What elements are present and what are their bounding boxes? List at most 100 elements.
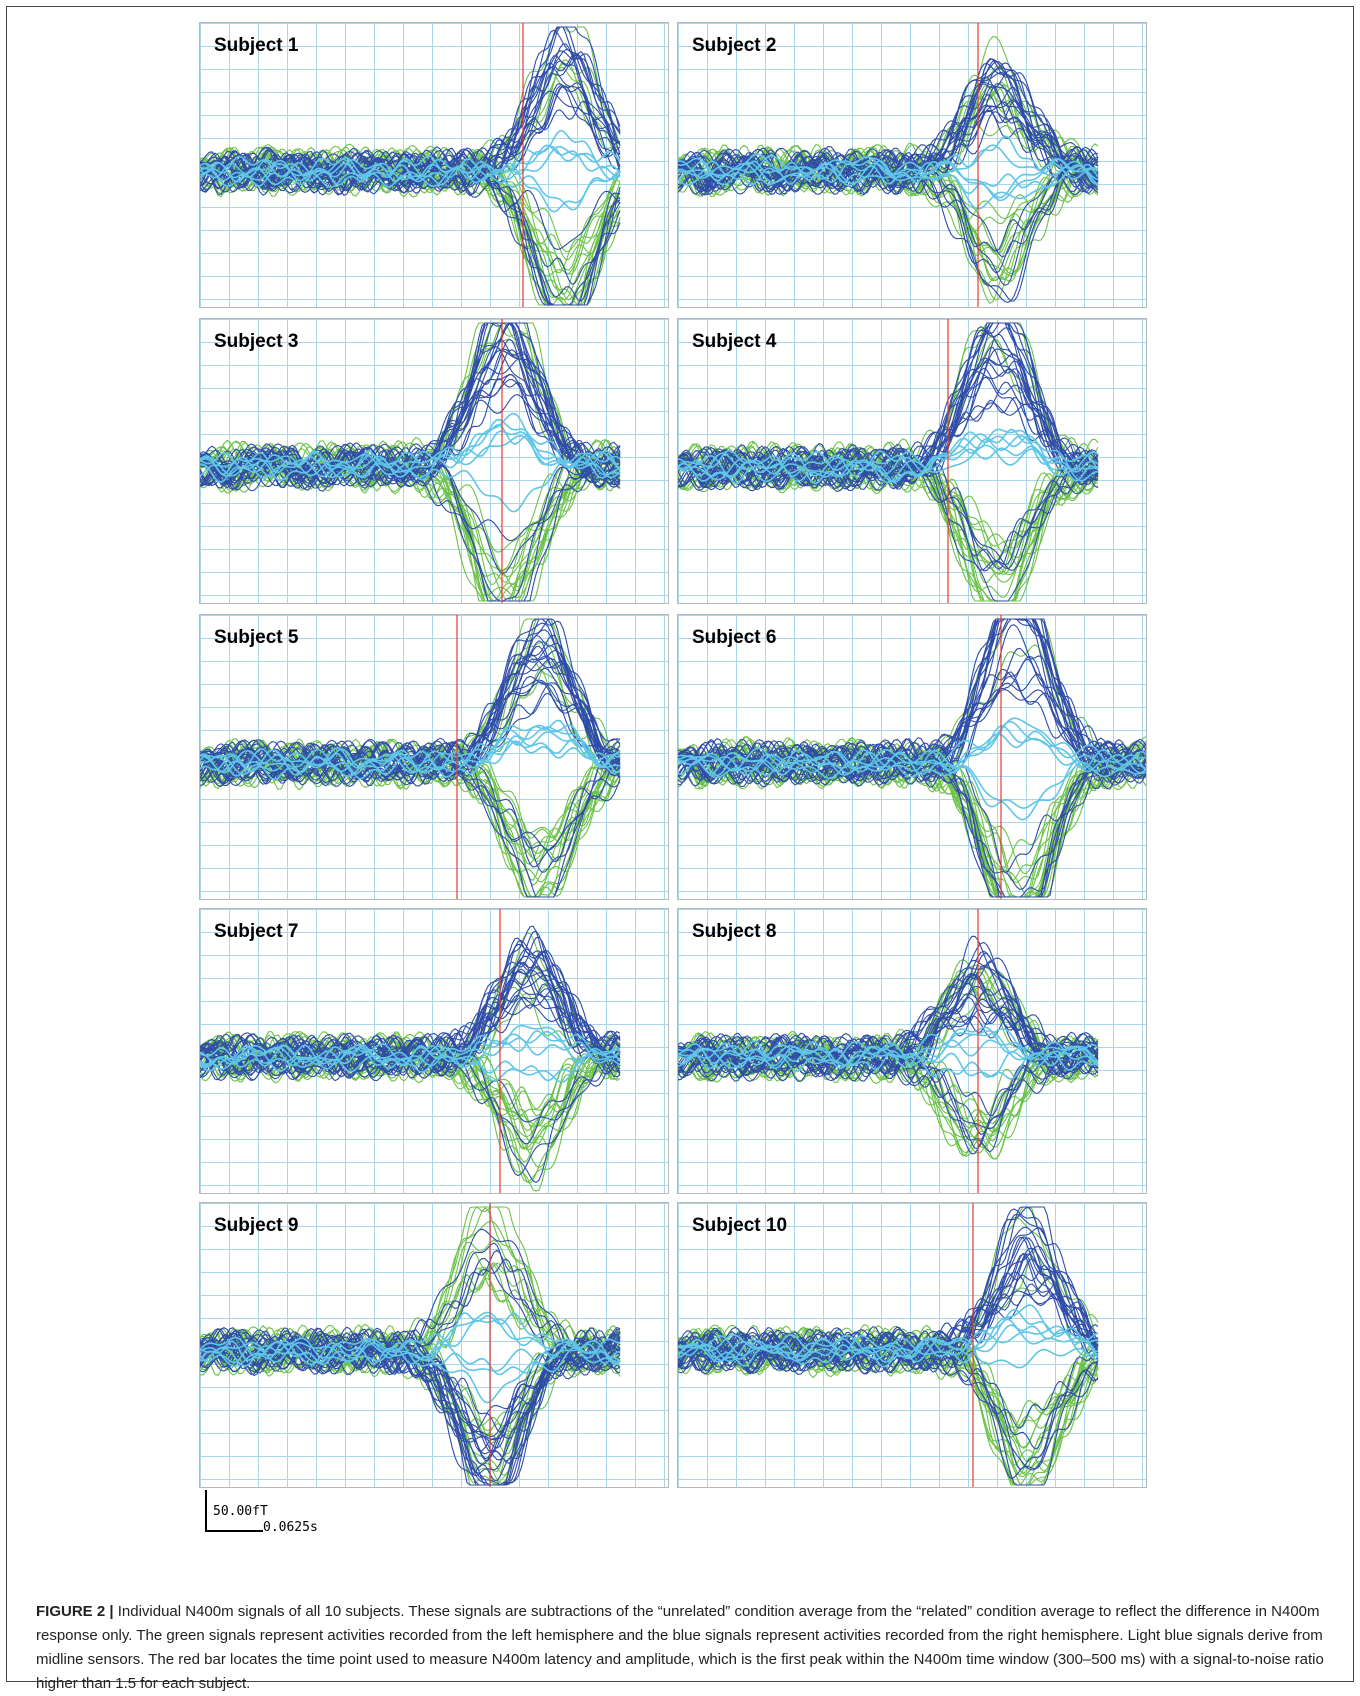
right-hemisphere-trace (200, 746, 621, 862)
right-hemisphere-trace (200, 1326, 621, 1486)
right-hemisphere-trace (678, 71, 1099, 188)
waveform-plot (200, 615, 621, 899)
midline-trace (200, 719, 621, 774)
right-hemisphere-trace (200, 1331, 621, 1462)
midline-trace (200, 453, 621, 513)
midline-trace (200, 1031, 621, 1067)
left-hemisphere-trace (200, 746, 621, 886)
right-hemisphere-trace (678, 982, 1099, 1075)
subject-panel-7: Subject 7 (199, 908, 669, 1194)
figure-frame (6, 6, 1354, 1682)
midline-trace (678, 433, 1099, 477)
right-hemisphere-trace (678, 618, 1146, 786)
scale-time-label: 0.0625s (263, 1520, 318, 1535)
midline-trace (200, 1030, 621, 1069)
right-hemisphere-trace (678, 322, 1099, 484)
right-hemisphere-trace (200, 394, 621, 487)
right-hemisphere-trace (678, 1206, 1099, 1374)
right-hemisphere-trace (200, 447, 621, 542)
midline-trace (678, 1308, 1099, 1363)
midline-trace (678, 431, 1099, 475)
right-hemisphere-trace (678, 1264, 1099, 1369)
right-hemisphere-trace (200, 451, 621, 602)
right-hemisphere-trace (678, 322, 1099, 493)
subject-panel-10: Subject 10 (677, 1202, 1147, 1488)
right-hemisphere-trace (200, 740, 621, 898)
right-hemisphere-trace (200, 155, 621, 306)
midline-trace (678, 1318, 1099, 1368)
waveform-plot (678, 319, 1099, 603)
right-hemisphere-trace (200, 1338, 621, 1432)
right-hemisphere-trace (200, 374, 621, 485)
right-hemisphere-trace (678, 737, 1146, 874)
caption-label: FIGURE 2 | (36, 1603, 114, 1620)
right-hemisphere-trace (200, 50, 621, 188)
right-hemisphere-trace (678, 446, 1099, 571)
midline-trace (200, 726, 621, 774)
midline-trace (678, 754, 1146, 821)
panel-label: Subject 5 (214, 627, 299, 648)
midline-trace (678, 720, 1146, 776)
left-hemisphere-trace (200, 147, 621, 301)
right-hemisphere-trace (200, 349, 621, 485)
right-hemisphere-trace (200, 85, 621, 196)
midline-trace (678, 154, 1099, 199)
right-hemisphere-trace (678, 1236, 1099, 1375)
right-hemisphere-trace (678, 655, 1146, 783)
right-hemisphere-trace (200, 49, 621, 193)
midline-trace (200, 434, 621, 477)
waveform-plot (678, 23, 1099, 307)
right-hemisphere-trace (678, 151, 1099, 302)
caption-text: Individual N400m signals of all 10 subje… (36, 1603, 1324, 1692)
waveform-plot (200, 909, 621, 1193)
midline-trace (678, 161, 1099, 210)
waveform-plot (678, 1203, 1099, 1487)
subject-panel-3: Subject 3 (199, 318, 669, 604)
scale-bar: 50.00fT 0.0625s (205, 1490, 405, 1560)
midline-trace (200, 157, 621, 211)
right-hemisphere-trace (678, 1237, 1099, 1375)
midline-trace (678, 1325, 1099, 1363)
panel-label: Subject 4 (692, 331, 777, 352)
right-hemisphere-trace (678, 985, 1099, 1080)
left-hemisphere-trace (678, 1324, 1099, 1448)
midline-trace (678, 445, 1099, 483)
panel-label: Subject 7 (214, 921, 299, 942)
midline-trace (678, 1039, 1099, 1070)
right-hemisphere-trace (678, 151, 1099, 252)
right-hemisphere-trace (678, 353, 1099, 486)
right-hemisphere-trace (200, 943, 621, 1074)
right-hemisphere-trace (200, 618, 621, 787)
midline-trace (678, 428, 1099, 485)
right-hemisphere-trace (678, 1245, 1099, 1373)
waveform-plot (678, 909, 1099, 1193)
right-hemisphere-trace (678, 959, 1099, 1075)
subject-panel-9: Subject 9 (199, 1202, 669, 1488)
midline-trace (200, 155, 621, 213)
midline-trace (200, 419, 621, 478)
midline-trace (678, 1304, 1099, 1359)
right-hemisphere-trace (200, 100, 621, 196)
subject-panel-4: Subject 4 (677, 318, 1147, 604)
midline-trace (200, 1318, 621, 1359)
panel-label: Subject 2 (692, 35, 777, 56)
panel-label: Subject 1 (214, 35, 299, 56)
panel-label: Subject 6 (692, 627, 777, 648)
scale-bar-horizontal (205, 1530, 263, 1532)
figure-caption: FIGURE 2 | Individual N400m signals of a… (36, 1600, 1326, 1696)
right-hemisphere-trace (200, 357, 621, 487)
subject-panel-6: Subject 6 (677, 614, 1147, 900)
right-hemisphere-trace (200, 322, 621, 491)
midline-trace (678, 1324, 1099, 1363)
midline-trace (200, 129, 621, 187)
midline-trace (200, 144, 621, 188)
panel-label: Subject 8 (692, 921, 777, 942)
right-hemisphere-trace (200, 1242, 621, 1375)
midline-trace (678, 135, 1099, 185)
right-hemisphere-trace (678, 1329, 1099, 1470)
waveform-plot (678, 615, 1146, 899)
subject-panel-5: Subject 5 (199, 614, 669, 900)
midline-trace (678, 160, 1099, 195)
midline-trace (678, 144, 1099, 186)
right-hemisphere-trace (678, 1253, 1099, 1372)
